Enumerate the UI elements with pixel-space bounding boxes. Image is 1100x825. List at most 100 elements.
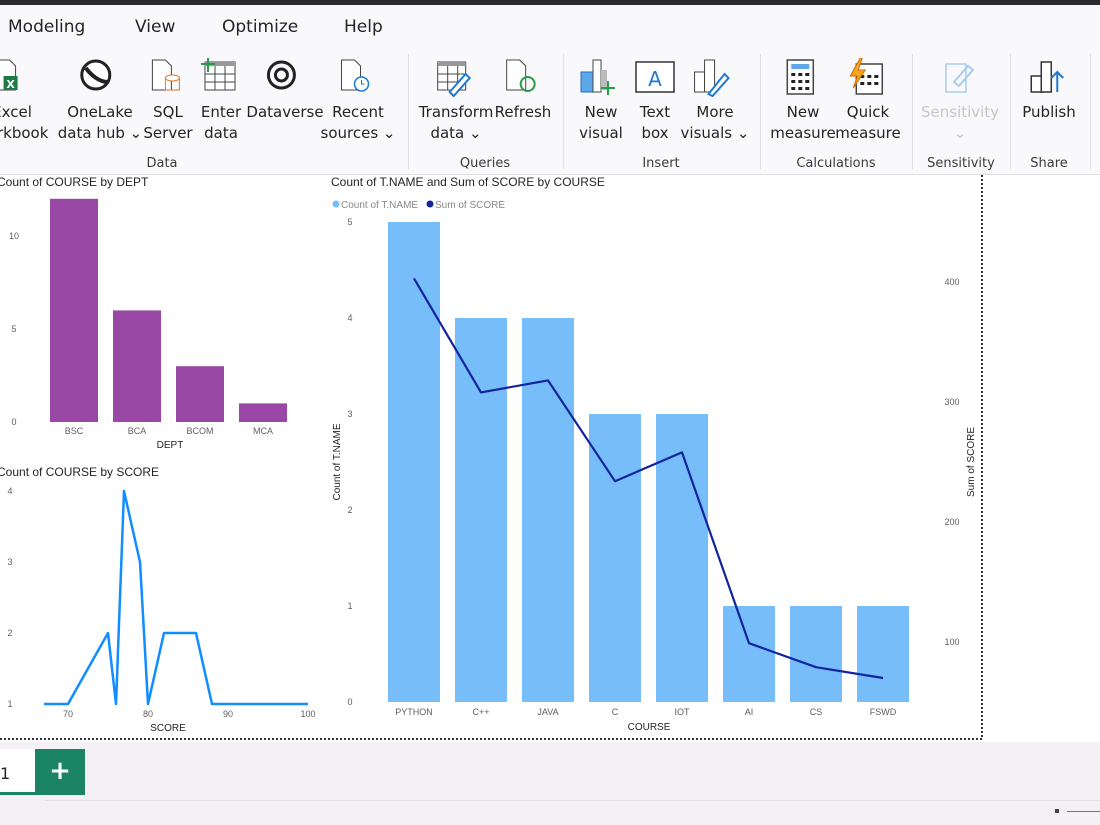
menu-optimize[interactable]: Optimize [222, 17, 299, 37]
menu-help[interactable]: Help [344, 17, 383, 37]
bar-python [388, 222, 440, 702]
y2-axis-title: Sum of SCORE [966, 427, 977, 497]
y2-tick-label: 100 [944, 637, 959, 647]
divider [45, 800, 1100, 801]
ribbon: X Excel workbook OneLake data hub ⌄ SQL Server… [0, 50, 1100, 175]
text-box-button[interactable]: A Text box [633, 58, 677, 144]
x-tick-label: BCOM [187, 426, 214, 436]
x-tick-label: BCA [128, 426, 147, 436]
canvas-dotted-border [0, 175, 983, 740]
x-tick-label: 70 [63, 709, 73, 719]
bar-bcom [176, 366, 224, 422]
sql-server-button[interactable]: SQL Server [143, 58, 193, 144]
svg-text:X: X [7, 78, 16, 91]
y-tick-label: 4 [347, 313, 352, 323]
new-measure-button[interactable]: New measure [770, 58, 836, 144]
menu-modeling[interactable]: Modeling [8, 17, 86, 37]
button-label-line1: Refresh [494, 103, 552, 121]
more-visuals-button[interactable]: More visuals ⌄ [680, 58, 750, 144]
page-tab-1[interactable]: 1 [0, 749, 35, 795]
enter-data-button[interactable]: Enter data [199, 58, 243, 144]
button-label-line1: OneLake [67, 103, 133, 121]
y-tick-label: 5 [11, 324, 16, 334]
button-label-line2: sources ⌄ [320, 124, 396, 142]
enter-data-icon [201, 58, 236, 91]
onelake-button[interactable]: OneLake data hub ⌄ [58, 58, 142, 144]
button-label-line1: Dataverse [246, 103, 324, 121]
y-tick-label: 5 [347, 217, 352, 227]
group-divider [1010, 54, 1011, 169]
legend-label-count: Count of T.NAME [341, 200, 418, 211]
button-label-line1: Recent [332, 103, 384, 121]
x-axis-title: COURSE [628, 722, 671, 733]
button-label-line2: measure [835, 124, 901, 142]
group-label-insert: Insert [642, 156, 680, 171]
quick-measure-button[interactable]: Quick measure [835, 58, 901, 144]
dataverse-button[interactable]: Dataverse [246, 58, 324, 123]
x-tick-label: PYTHON [395, 707, 433, 717]
transform-data-button[interactable]: Transform data ⌄ [419, 58, 493, 144]
bar-ai [723, 606, 775, 702]
sensitivity-button[interactable]: Sensitivity ⌄ [921, 58, 999, 144]
button-label-line2: visual [579, 124, 623, 142]
y-axis-title: Count of T.NAME [332, 423, 343, 500]
refresh-button[interactable]: Refresh [494, 58, 552, 123]
title-bar [0, 0, 1100, 5]
sql-server-icon [151, 59, 180, 91]
new-visual-button[interactable]: New visual [579, 58, 623, 144]
chart-title: Count of COURSE by SCORE [0, 465, 159, 479]
page-tab-bar: 1 + [0, 742, 1100, 825]
sensitivity-icon [945, 63, 975, 93]
bar-java [522, 318, 574, 702]
y2-tick-label: 400 [944, 277, 959, 287]
onelake-icon [80, 59, 112, 91]
publish-icon [1030, 61, 1064, 93]
transform-data-icon [437, 61, 472, 98]
new-visual-icon [580, 59, 615, 95]
more-visuals-icon [694, 59, 731, 98]
chart-title: Count of T.NAME and Sum of SCORE by COUR… [331, 175, 605, 189]
bar-mca [239, 403, 287, 422]
group-label-calculations: Calculations [796, 156, 876, 171]
excel-button[interactable]: X Excel workbook [0, 58, 48, 144]
bar-bsc [50, 198, 98, 422]
button-label-line2: data [204, 124, 238, 142]
button-label-line2: box [641, 124, 669, 142]
menu-view[interactable]: View [135, 17, 176, 37]
recent-sources-icon [341, 59, 370, 92]
button-label-line1: Quick [846, 103, 890, 121]
x-tick-label: FSWD [870, 707, 897, 717]
zoom-slider[interactable] [1055, 809, 1100, 813]
add-page-button[interactable]: + [35, 749, 85, 795]
button-label-line1: More [696, 103, 734, 121]
bar-fswd [857, 606, 909, 702]
legend-label-sum: Sum of SCORE [435, 200, 505, 211]
x-tick-label: JAVA [537, 707, 558, 717]
legend-marker-sum [426, 200, 434, 208]
new-measure-icon [786, 59, 814, 95]
x-tick-label: AI [745, 707, 754, 717]
svg-text:A: A [648, 67, 662, 91]
publish-button[interactable]: Publish [1022, 58, 1076, 123]
bar-cs [790, 606, 842, 702]
quick-measure-icon [849, 58, 883, 95]
dataverse-icon [266, 60, 296, 90]
x-axis-title: DEPT [157, 440, 184, 451]
y-tick-label: 2 [7, 628, 12, 638]
x-tick-label: 100 [300, 709, 315, 719]
y-tick-label: 10 [9, 231, 19, 241]
button-label-line1: SQL [153, 103, 183, 121]
y-tick-label: 3 [7, 557, 12, 567]
group-divider [760, 54, 761, 169]
x-tick-label: C++ [472, 707, 489, 717]
sum-of-score-line [413, 277, 884, 680]
recent-sources-button[interactable]: Recent sources ⌄ [320, 58, 396, 144]
button-label-line2: visuals ⌄ [680, 124, 750, 142]
bar-c [589, 414, 641, 702]
x-tick-label: IOT [675, 707, 691, 717]
group-label-data: Data [146, 156, 178, 171]
excel-icon: X [0, 59, 18, 91]
bar-c++ [455, 318, 507, 702]
button-label-line1: New [584, 103, 618, 121]
y2-tick-label: 300 [944, 397, 959, 407]
